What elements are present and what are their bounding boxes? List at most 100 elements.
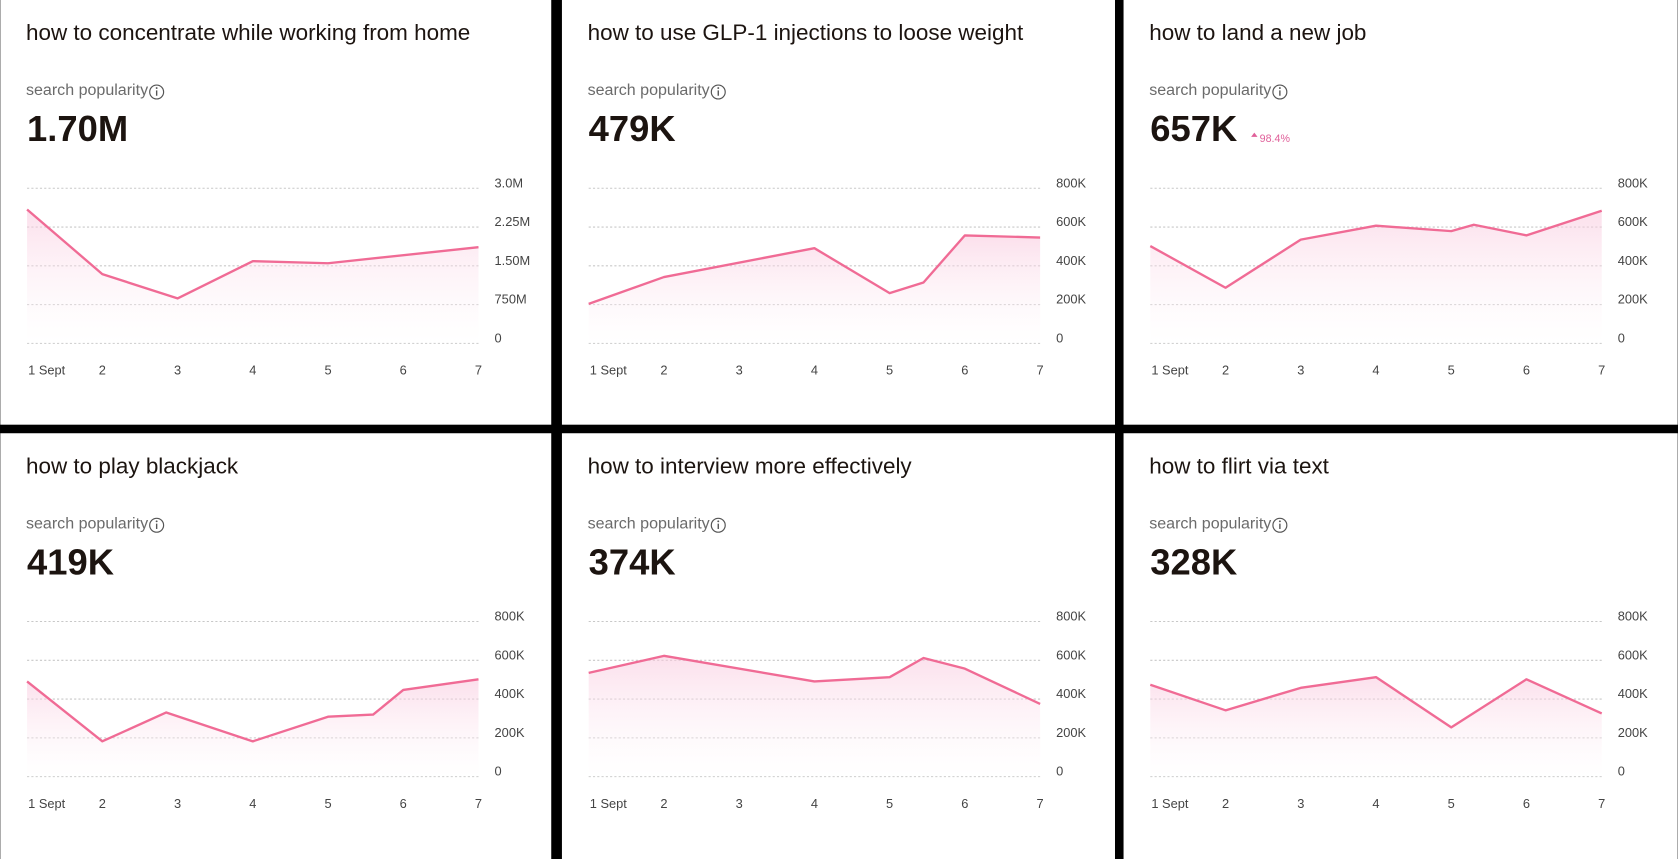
change-value: 98.4% (1260, 133, 1291, 145)
y-tick-label: 600K (1618, 214, 1648, 229)
x-tick-label: 1 Sept (28, 796, 66, 811)
headline-value: 374K (589, 541, 676, 582)
line (1149, 209, 1603, 289)
area (27, 209, 479, 344)
x-tick-label: 5 (1448, 363, 1455, 378)
x-tick-label: 3 (1297, 363, 1304, 378)
info-icon (710, 517, 726, 533)
x-tick-label: 6 (961, 796, 968, 811)
info-icon (710, 84, 726, 100)
subtitle: search popularity (26, 514, 148, 532)
panel (561, 433, 1115, 859)
chart-panel: how to play blackjack search popularity 4 1… (0, 433, 552, 859)
x-tick-label: 6 (400, 363, 407, 378)
x-tick-label: 1 Sept (1151, 796, 1189, 811)
subtitle: search popularity (588, 514, 710, 532)
info-icon (1272, 84, 1288, 100)
y-tick-label: 0 (1056, 330, 1063, 345)
y-tick-label: 0 (1618, 764, 1625, 779)
x-tick-label: 3 (174, 796, 181, 811)
area (1150, 677, 1602, 777)
headline-value: 328K (1150, 541, 1237, 582)
x-tick-label: 6 (400, 796, 407, 811)
info-icon (149, 517, 165, 533)
y-tick-label: 200K (1618, 292, 1648, 307)
y-tick-label: 600K (1056, 214, 1086, 229)
y-tick-label: 200K (495, 725, 525, 740)
chart-panel: how to interview more effectively search … (561, 433, 1115, 859)
line (1149, 675, 1603, 729)
subtitle: search popularity (26, 81, 148, 99)
y-tick-label: 400K (1056, 686, 1086, 701)
info-icon-dot (155, 87, 158, 90)
y-tick-label: 800K (495, 609, 525, 624)
subtitle: search popularity (1149, 514, 1271, 532)
x-tick-label: 4 (811, 363, 818, 378)
y-tick-label: 200K (1056, 725, 1086, 740)
x-tick-label: 7 (475, 796, 482, 811)
y-tick-label: 0 (1056, 764, 1063, 779)
y-tick-label: 0 (495, 764, 502, 779)
info-icon-dot (1278, 520, 1281, 523)
x-tick-label: 3 (1297, 796, 1304, 811)
y-tick-label: 800K (1056, 175, 1086, 190)
y-tick-label: 800K (1056, 609, 1086, 624)
x-tick-label: 5 (1448, 796, 1455, 811)
y-tick-label: 400K (1618, 253, 1648, 268)
y-tick-label: 400K (1056, 253, 1086, 268)
x-tick-label: 4 (811, 796, 818, 811)
chart-panel: how to use GLP-1 injections to loose wei… (561, 0, 1115, 425)
x-tick-label: 6 (961, 363, 968, 378)
y-tick-label: 200K (1056, 292, 1086, 307)
x-tick-label: 5 (324, 363, 331, 378)
x-tick-label: 7 (1037, 363, 1044, 378)
x-tick-label: 5 (886, 796, 893, 811)
y-tick-label: 400K (1618, 686, 1648, 701)
x-tick-label: 2 (660, 363, 667, 378)
area (588, 655, 1041, 777)
x-tick-label: 4 (1372, 796, 1379, 811)
y-tick-label: 600K (1056, 647, 1086, 662)
y-tick-label: 800K (1618, 609, 1648, 624)
subtitle: search popularity (588, 81, 710, 99)
x-tick-label: 7 (1598, 796, 1605, 811)
x-tick-label: 2 (660, 796, 667, 811)
x-tick-label: 1 Sept (590, 796, 628, 811)
line (26, 208, 479, 300)
area (27, 679, 479, 777)
chart-title: how to play blackjack (26, 453, 239, 478)
y-tick-label: 750M (495, 292, 527, 307)
panel (1123, 433, 1678, 859)
info-icon (149, 84, 165, 100)
y-tick-label: 0 (1618, 330, 1625, 345)
x-tick-label: 5 (886, 363, 893, 378)
subtitle: search popularity (1149, 81, 1271, 99)
panel (561, 0, 1115, 425)
y-tick-label: 0 (495, 330, 502, 345)
line (588, 654, 1041, 705)
chart-title: how to concentrate while working from ho… (26, 20, 470, 45)
panel (1123, 0, 1678, 425)
x-tick-label: 3 (174, 363, 181, 378)
area (1150, 210, 1602, 344)
x-tick-label: 6 (1523, 363, 1530, 378)
x-tick-label: 7 (1037, 796, 1044, 811)
x-tick-label: 2 (99, 796, 106, 811)
x-tick-label: 4 (249, 796, 256, 811)
info-icon-dot (155, 520, 158, 523)
y-tick-label: 600K (495, 647, 525, 662)
x-tick-label: 2 (1222, 363, 1229, 378)
x-tick-label: 6 (1523, 796, 1530, 811)
y-tick-label: 1.50M (495, 253, 531, 268)
change-arrow (1251, 132, 1258, 137)
x-tick-label: 2 (99, 363, 106, 378)
headline-value: 479K (589, 108, 676, 149)
chart-panel: how to concentrate while working from ho… (0, 0, 552, 425)
chart-title: how to interview more effectively (588, 453, 913, 478)
x-tick-label: 1 Sept (1151, 363, 1189, 378)
x-tick-label: 4 (1372, 363, 1379, 378)
x-tick-label: 7 (475, 363, 482, 378)
